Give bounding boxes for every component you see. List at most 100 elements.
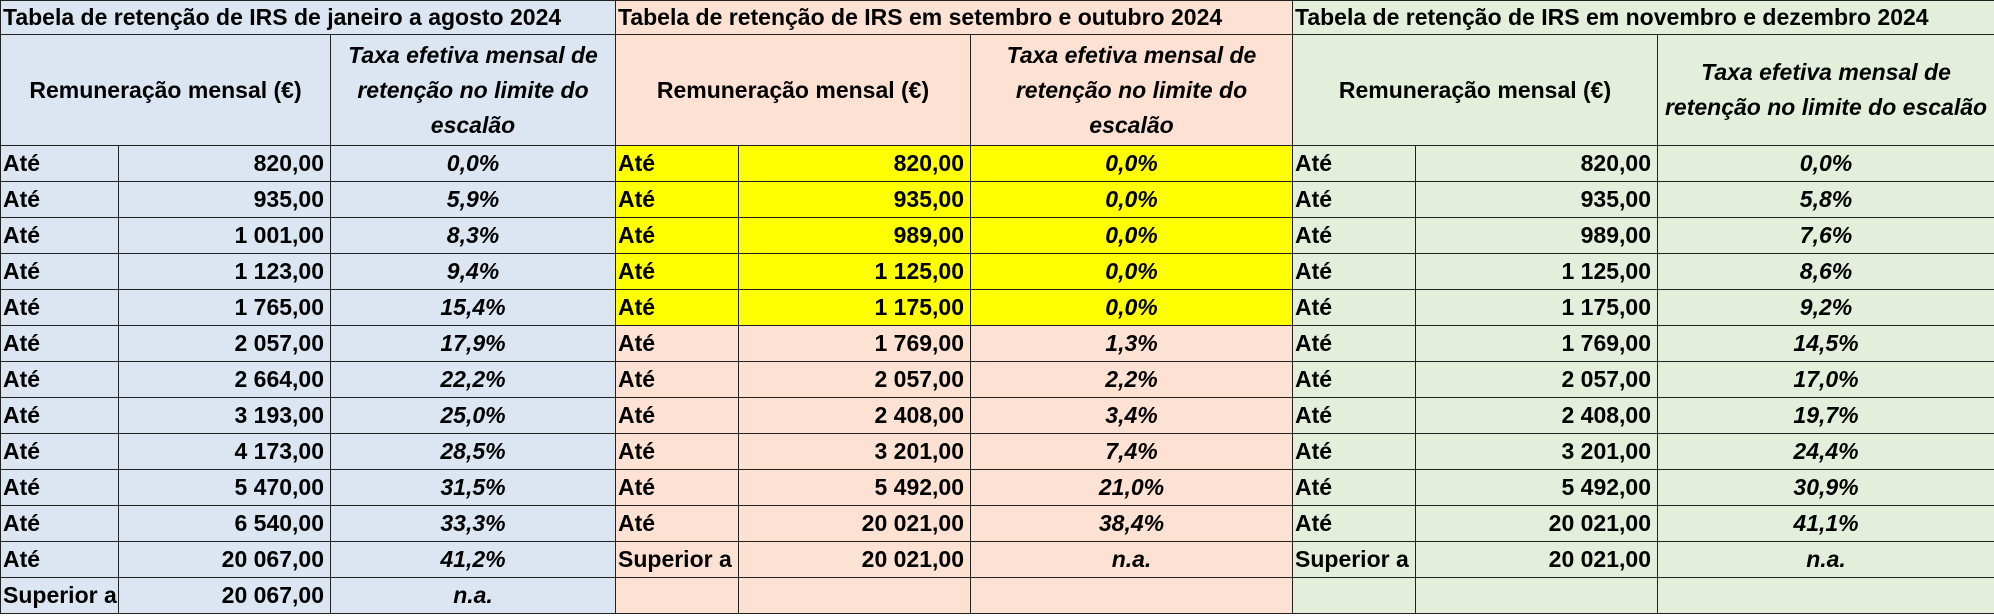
row-value: 989,00 bbox=[738, 217, 971, 254]
row-label: Até bbox=[615, 253, 739, 290]
row-value: 2 408,00 bbox=[1415, 397, 1658, 434]
row-rate: 41,2% bbox=[330, 541, 616, 578]
row-value: 1 175,00 bbox=[738, 289, 971, 326]
row-value: 989,00 bbox=[1415, 217, 1658, 254]
row-value: 1 125,00 bbox=[738, 253, 971, 290]
row-label: Até bbox=[615, 289, 739, 326]
row-label: Até bbox=[615, 397, 739, 434]
row-rate: 7,6% bbox=[1656, 217, 1994, 254]
row-rate: 31,5% bbox=[330, 469, 616, 506]
row-label: Até bbox=[0, 541, 119, 578]
row-rate: 38,4% bbox=[970, 505, 1293, 542]
row-label: Até bbox=[1292, 361, 1416, 398]
row-value bbox=[738, 577, 971, 614]
row-label: Até bbox=[1292, 289, 1416, 326]
table-row: Até 3 193,00 25,0% Até 2 408,00 3,4% Até 2 408,… bbox=[0, 397, 1994, 434]
table-row: Até 2 057,00 17,9% Até 1 769,00 1,3% Até 1 769,… bbox=[0, 325, 1994, 362]
row-value: 3 193,00 bbox=[118, 397, 331, 434]
row-value bbox=[1415, 577, 1658, 614]
row-value: 4 173,00 bbox=[118, 433, 331, 470]
row-value: 935,00 bbox=[1415, 181, 1658, 218]
table-row: Até 6 540,00 33,3% Até 20 021,00 38,4% Até 20 0… bbox=[0, 505, 1994, 542]
col-header-remuneracao: Remuneração mensal (€) bbox=[0, 34, 331, 146]
row-label: Até bbox=[615, 361, 739, 398]
row-label: Até bbox=[615, 217, 739, 254]
row-value: 20 021,00 bbox=[1415, 541, 1658, 578]
table-row: Até 1 123,00 9,4% Até 1 125,00 0,0% Até 1 125,0… bbox=[0, 253, 1994, 290]
row-rate: 9,2% bbox=[1656, 289, 1994, 326]
col-header-taxa: Taxa efetiva mensal de retenção no limit… bbox=[1656, 34, 1994, 146]
row-rate: 5,9% bbox=[330, 181, 616, 218]
row-rate: n.a. bbox=[1656, 541, 1994, 578]
row-value: 3 201,00 bbox=[738, 433, 971, 470]
row-rate: 2,2% bbox=[970, 361, 1293, 398]
row-label: Até bbox=[0, 505, 119, 542]
row-value: 1 769,00 bbox=[738, 325, 971, 362]
row-label: Até bbox=[615, 469, 739, 506]
row-label: Até bbox=[0, 433, 119, 470]
row-rate: 15,4% bbox=[330, 289, 616, 326]
row-label: Até bbox=[0, 217, 119, 254]
col-header-remuneracao: Remuneração mensal (€) bbox=[1292, 34, 1658, 146]
row-label: Até bbox=[0, 469, 119, 506]
row-label: Até bbox=[615, 181, 739, 218]
row-value: 820,00 bbox=[1415, 145, 1658, 182]
row-value: 5 492,00 bbox=[738, 469, 971, 506]
table-row: Até 820,00 0,0% Até 820,00 0,0% Até 820,00 0,0% bbox=[0, 145, 1994, 182]
row-rate: 8,6% bbox=[1656, 253, 1994, 290]
row-rate: 17,9% bbox=[330, 325, 616, 362]
row-value: 1 175,00 bbox=[1415, 289, 1658, 326]
row-rate: 0,0% bbox=[970, 289, 1293, 326]
row-rate: 9,4% bbox=[330, 253, 616, 290]
row-value: 20 021,00 bbox=[1415, 505, 1658, 542]
row-label: Até bbox=[1292, 469, 1416, 506]
row-rate bbox=[970, 577, 1293, 614]
table-row: Até 4 173,00 28,5% Até 3 201,00 7,4% Até 3 201,… bbox=[0, 433, 1994, 470]
row-rate: 19,7% bbox=[1656, 397, 1994, 434]
col-header-taxa: Taxa efetiva mensal de retenção no limit… bbox=[970, 34, 1293, 146]
row-label: Até bbox=[1292, 397, 1416, 434]
row-label: Até bbox=[0, 325, 119, 362]
row-value: 935,00 bbox=[738, 181, 971, 218]
row-label: Até bbox=[0, 145, 119, 182]
table-row: Até 935,00 5,9% Até 935,00 0,0% Até 935,00 5,8% bbox=[0, 181, 1994, 218]
row-value: 1 765,00 bbox=[118, 289, 331, 326]
row-value: 2 664,00 bbox=[118, 361, 331, 398]
row-value: 2 057,00 bbox=[738, 361, 971, 398]
row-value: 20 067,00 bbox=[118, 541, 331, 578]
row-label bbox=[615, 577, 739, 614]
row-value: 1 123,00 bbox=[118, 253, 331, 290]
row-label: Até bbox=[1292, 433, 1416, 470]
row-label: Até bbox=[1292, 253, 1416, 290]
row-value: 20 021,00 bbox=[738, 505, 971, 542]
row-rate: 0,0% bbox=[970, 181, 1293, 218]
row-value: 1 125,00 bbox=[1415, 253, 1658, 290]
row-label: Superior a bbox=[615, 541, 739, 578]
row-rate: 28,5% bbox=[330, 433, 616, 470]
row-label: Até bbox=[0, 253, 119, 290]
row-rate: 24,4% bbox=[1656, 433, 1994, 470]
row-rate: 30,9% bbox=[1656, 469, 1994, 506]
row-rate: 3,4% bbox=[970, 397, 1293, 434]
row-rate: 25,0% bbox=[330, 397, 616, 434]
row-label: Até bbox=[615, 505, 739, 542]
row-value: 820,00 bbox=[118, 145, 331, 182]
row-rate: 0,0% bbox=[970, 145, 1293, 182]
row-value: 2 057,00 bbox=[118, 325, 331, 362]
row-label: Até bbox=[1292, 325, 1416, 362]
row-value: 6 540,00 bbox=[118, 505, 331, 542]
row-rate: 0,0% bbox=[330, 145, 616, 182]
table-row: Superior a 20 067,00 n.a. bbox=[0, 577, 1994, 614]
table-row: Até 2 664,00 22,2% Até 2 057,00 2,2% Até 2 057,… bbox=[0, 361, 1994, 398]
row-value: 3 201,00 bbox=[1415, 433, 1658, 470]
row-label: Até bbox=[615, 325, 739, 362]
row-value: 1 001,00 bbox=[118, 217, 331, 254]
row-rate: 33,3% bbox=[330, 505, 616, 542]
row-rate bbox=[1656, 577, 1994, 614]
row-label: Até bbox=[615, 433, 739, 470]
row-rate: 1,3% bbox=[970, 325, 1293, 362]
table-row: Até 1 001,00 8,3% Até 989,00 0,0% Até 989,00 7,6… bbox=[0, 217, 1994, 254]
row-label bbox=[1292, 577, 1416, 614]
row-value: 20 067,00 bbox=[118, 577, 331, 614]
